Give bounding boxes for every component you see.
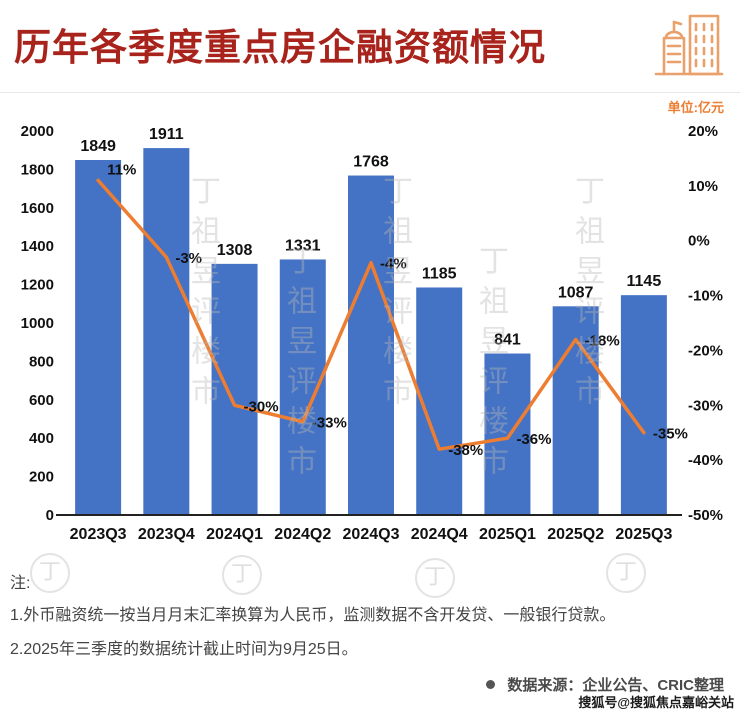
left-axis-tick: 400 [29, 430, 54, 447]
bar [211, 263, 258, 515]
left-axis-tick: 200 [29, 469, 54, 486]
x-axis-label: 2024Q2 [274, 526, 331, 543]
bar-value-label: 1849 [80, 138, 116, 155]
x-axis-label: 2023Q3 [70, 526, 127, 543]
chart: 2000 1800 1600 1400 1200 1000 800 600 400 200 0 20%… [0, 117, 740, 567]
page-title: 历年各季度重点房企融资额情况 [14, 26, 546, 68]
left-axis-tick: 800 [29, 353, 54, 370]
x-axis-label: 2024Q1 [206, 526, 263, 543]
line-value-label: -4% [380, 256, 407, 273]
line-value-label: -36% [516, 431, 551, 448]
right-axis-tick: -20% [688, 342, 723, 359]
bar-value-label: 1331 [285, 237, 321, 254]
line-value-label: -3% [175, 250, 202, 267]
line-value-label: -30% [244, 398, 279, 415]
bar-value-label: 1087 [558, 284, 594, 301]
left-axis-tick: 600 [29, 392, 54, 409]
bullet-icon [486, 679, 496, 689]
left-axis-tick: 1000 [21, 315, 54, 332]
line-value-label: 11% [107, 161, 136, 178]
left-axis-tick: 1600 [21, 200, 54, 217]
chart-canvas: 200018001600140012001000800600400200020%… [21, 123, 723, 543]
bar-value-label: 1308 [217, 242, 253, 259]
note-item-1: 1.外币融资统一按当月月末汇率换算为人民币，监测数据不含开发贷、一般银行贷款。 [10, 607, 616, 624]
building-icon [650, 8, 726, 89]
bar [620, 295, 667, 515]
line-value-label: -35% [653, 426, 688, 443]
source-text: 数据来源：企业公告、CRIC整理 [507, 676, 724, 694]
left-axis-tick: 1400 [21, 238, 54, 255]
left-axis-tick: 1800 [21, 161, 54, 178]
x-axis-label: 2025Q2 [547, 526, 604, 543]
right-axis-tick: -10% [688, 288, 723, 305]
right-axis-tick: 20% [688, 123, 718, 140]
left-axis-tick: 2000 [21, 123, 54, 140]
bar [484, 353, 531, 515]
x-axis-label: 2025Q3 [615, 526, 672, 543]
unit-label: 单位:亿元 [667, 100, 724, 115]
x-axis-label: 2023Q4 [138, 526, 195, 543]
right-axis-tick: 0% [688, 233, 710, 250]
left-axis-tick: 0 [46, 507, 54, 524]
trend-line [96, 178, 646, 451]
bar-value-label: 841 [494, 332, 521, 349]
bar [348, 175, 394, 515]
bar [143, 148, 190, 515]
line-value-label: -33% [312, 415, 347, 432]
bar [416, 287, 463, 515]
line-value-label: -38% [448, 442, 483, 459]
bar-value-label: 1145 [627, 273, 662, 290]
left-axis-tick: 1200 [21, 277, 54, 294]
bar-value-label: 1185 [422, 265, 457, 282]
corner-watermark: 搜狐号@搜狐焦点嘉峪关站 [578, 695, 734, 710]
x-axis-label: 2024Q4 [411, 526, 468, 543]
unit-row: 单位:亿元 [0, 93, 740, 117]
x-axis-label: 2025Q1 [479, 526, 536, 543]
bar-value-label: 1911 [149, 126, 184, 143]
bar [75, 159, 122, 515]
source-row: 数据来源：企业公告、CRIC整理 [0, 674, 740, 695]
x-axis-label: 2024Q3 [343, 526, 400, 543]
right-axis-tick: -30% [688, 397, 723, 414]
notes-label: 注: [10, 575, 31, 592]
header: 历年各季度重点房企融资额情况 [0, 0, 740, 93]
note-item-2: 2.2025年三季度的数据统计截止时间为9月25日。 [10, 641, 358, 659]
line-value-label: -18% [585, 332, 620, 349]
notes: 注: 1.外币融资统一按当月月末汇率换算为人民币，监测数据不含开发贷、一般银行贷… [0, 567, 740, 662]
bar-value-label: 1768 [353, 154, 389, 171]
right-axis-tick: -40% [688, 452, 723, 469]
right-axis-tick: -50% [688, 507, 723, 524]
right-axis-tick: 10% [688, 178, 718, 195]
